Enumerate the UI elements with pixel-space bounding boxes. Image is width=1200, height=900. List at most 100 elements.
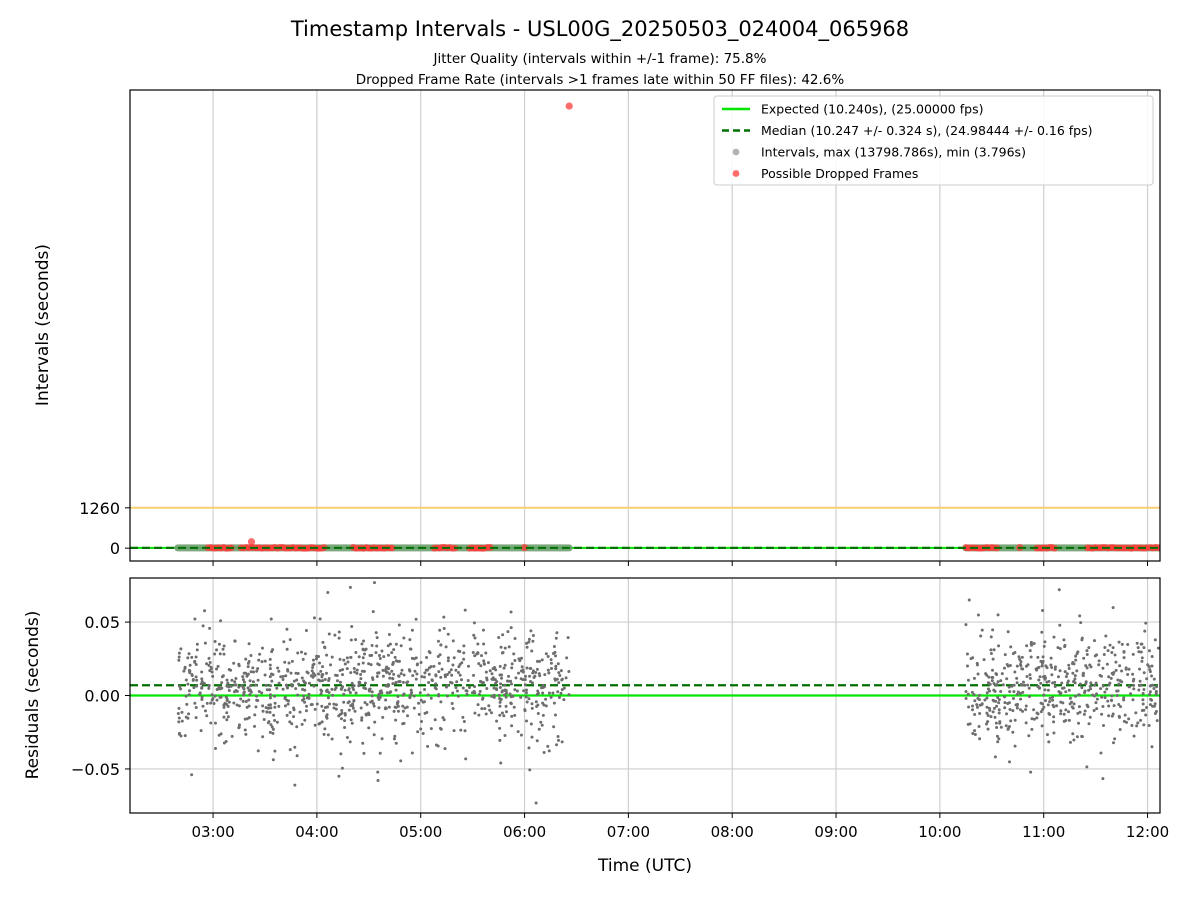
residual-point [288, 638, 292, 642]
residual-point [478, 679, 482, 683]
residual-point [547, 749, 551, 753]
residual-point [1059, 712, 1063, 716]
residual-point [991, 657, 995, 661]
residual-point [482, 659, 486, 663]
residual-point [375, 644, 379, 648]
residual-point [1131, 672, 1135, 676]
residual-point [1023, 683, 1027, 687]
residual-point [1053, 685, 1057, 689]
residual-point [314, 657, 318, 661]
residual-point [529, 667, 533, 671]
residual-point [1080, 636, 1084, 640]
residual-point [1024, 704, 1028, 708]
residual-point [186, 716, 190, 720]
residual-point [333, 688, 337, 692]
residual-point [268, 663, 272, 667]
residual-point [1011, 697, 1015, 701]
residual-point [438, 726, 442, 730]
residual-point [208, 660, 212, 664]
residual-point [493, 681, 497, 685]
residual-point [554, 667, 558, 671]
residual-point [1089, 681, 1093, 685]
residual-point [313, 723, 317, 727]
residual-point [335, 679, 339, 683]
residual-point [373, 720, 377, 724]
residual-point [1095, 692, 1099, 696]
residual-point [1036, 655, 1040, 659]
residual-point [1150, 664, 1154, 668]
legend-entry-label: Expected (10.240s), (25.00000 fps) [761, 102, 983, 117]
residual-point [251, 666, 255, 670]
residual-point [1085, 765, 1089, 769]
residual-point [399, 759, 403, 763]
intervals-points [130, 102, 1160, 552]
intervals-y-tick-label: 1260 [79, 499, 120, 518]
residual-point [1106, 699, 1110, 703]
residual-point [232, 701, 236, 705]
residual-point [1144, 713, 1148, 717]
residual-point [1099, 751, 1103, 755]
residual-point [253, 713, 257, 717]
residual-point [187, 689, 191, 693]
residual-point [991, 628, 995, 632]
residual-point [1015, 664, 1019, 668]
residual-point [471, 651, 475, 655]
residual-point [235, 703, 239, 707]
residual-point [1028, 673, 1032, 677]
residual-point [445, 694, 449, 698]
residual-point [401, 704, 405, 708]
residual-point [1127, 717, 1131, 721]
residual-point [528, 768, 532, 772]
residual-point [268, 730, 272, 734]
residual-point [473, 711, 477, 715]
residual-point [341, 668, 345, 672]
residual-point [1052, 635, 1056, 639]
residual-point [537, 727, 541, 731]
residual-point [1064, 675, 1068, 679]
residual-point [1103, 690, 1107, 694]
residual-point [372, 704, 376, 708]
residual-point [498, 700, 502, 704]
residual-point [1148, 670, 1152, 674]
residual-point [992, 706, 996, 710]
residual-point [333, 633, 337, 637]
residual-point [270, 672, 274, 676]
residuals-x-tick-label: 05:00 [399, 823, 442, 841]
residual-point [997, 737, 1001, 741]
residual-point [198, 691, 202, 695]
residual-point [1110, 671, 1114, 675]
residual-point [294, 687, 298, 691]
residual-point [458, 673, 462, 677]
residual-point [381, 715, 385, 719]
residual-point [214, 747, 218, 751]
legend-swatch-marker [732, 148, 740, 156]
residual-point [492, 686, 496, 690]
residual-point [442, 615, 446, 619]
residual-point [1064, 718, 1068, 722]
residual-point [377, 663, 381, 667]
residual-point [525, 645, 529, 649]
residual-point [525, 700, 529, 704]
residual-point [549, 658, 553, 662]
residual-point [1040, 724, 1044, 728]
residual-point [416, 730, 420, 734]
residuals-x-tick-label: 07:00 [607, 823, 650, 841]
residual-point [522, 689, 526, 693]
residual-point [547, 691, 551, 695]
residual-point [402, 673, 406, 677]
residuals-x-tick-label: 08:00 [711, 823, 754, 841]
residual-point [217, 642, 221, 646]
residual-point [1010, 684, 1014, 688]
residual-point [1071, 671, 1075, 675]
residual-point [347, 708, 351, 712]
residual-point [484, 712, 488, 716]
residual-point [1042, 693, 1046, 697]
residual-point [964, 696, 968, 700]
residual-point [995, 704, 999, 708]
residual-point [1062, 712, 1066, 716]
residual-point [389, 690, 393, 694]
residual-point [451, 663, 455, 667]
residual-point [290, 659, 294, 663]
residual-point [1135, 724, 1139, 728]
residual-point [454, 686, 458, 690]
